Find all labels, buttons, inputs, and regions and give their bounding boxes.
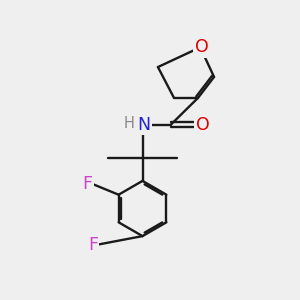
- Text: F: F: [88, 236, 98, 253]
- Text: N: N: [137, 116, 151, 134]
- Text: F: F: [82, 175, 93, 193]
- Text: O: O: [196, 116, 209, 134]
- Text: H: H: [124, 116, 134, 130]
- Text: O: O: [195, 38, 208, 56]
